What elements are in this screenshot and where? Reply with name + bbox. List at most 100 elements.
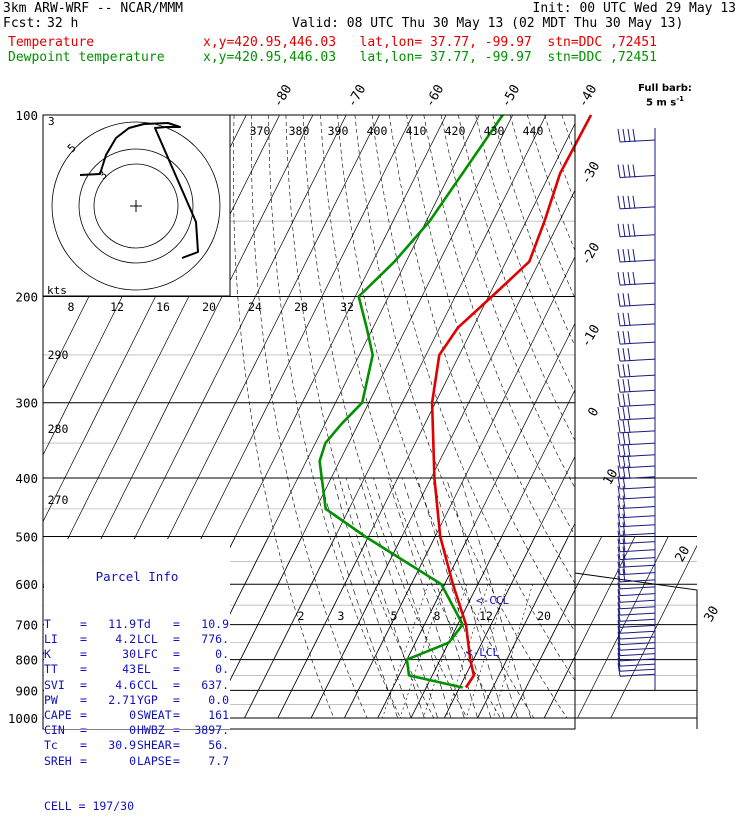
parcel-value: 4.6 <box>90 678 136 693</box>
wind-barb <box>618 348 655 361</box>
barb-flag <box>628 224 630 237</box>
wind-barb <box>618 293 655 306</box>
theta-e-label: 420 <box>445 124 466 138</box>
wind-barb <box>618 129 655 142</box>
parcel-equals: = <box>173 678 183 693</box>
theta-e-label: 390 <box>328 124 349 138</box>
theta-e-label: 380 <box>289 124 310 138</box>
parcel-value: 10.9 <box>183 617 229 632</box>
parcel-value: 11.9 <box>90 617 136 632</box>
parcel-key: TT <box>44 662 80 677</box>
wind-barb <box>618 407 655 420</box>
isotherm-line-lower <box>0 537 2 719</box>
barb-flag <box>618 129 620 142</box>
parcel-equals: = <box>173 723 183 738</box>
barb-flag <box>618 364 620 377</box>
parcel-equals: = <box>173 617 183 632</box>
parcel-value: 776. <box>183 632 229 647</box>
parcel-cell-row: CELL = 197/30 <box>44 799 230 814</box>
pressure-tick-label: 400 <box>15 471 38 486</box>
theta-label: 290 <box>48 348 69 362</box>
mixing-ratio-label: 20 <box>537 609 551 623</box>
barb-flag <box>618 420 620 433</box>
barb-flag <box>618 379 620 392</box>
barb-flag <box>623 272 625 285</box>
barb-flag <box>623 407 625 420</box>
parcel-value: 4.2 <box>90 632 136 647</box>
theta-e-label: 410 <box>406 124 427 138</box>
barb-flag <box>628 348 630 361</box>
barb-flag <box>628 272 630 285</box>
isotherm-tick-label: -50 <box>499 82 524 110</box>
barb-flag <box>618 196 620 209</box>
wind-barb <box>618 364 655 377</box>
wind-barb <box>618 420 655 433</box>
barb-flag <box>623 224 625 237</box>
mixing-ratio-label: 8 <box>434 609 441 623</box>
barb-flag <box>623 331 625 344</box>
wind-barb <box>618 432 655 445</box>
pressure-tick-label: 300 <box>15 396 38 411</box>
parcel-value: 3897. <box>183 723 229 738</box>
parcel-key: LCL <box>137 632 173 647</box>
parcel-equals: = <box>173 647 183 662</box>
wind-barb <box>618 444 655 457</box>
parcel-key: EL <box>137 662 173 677</box>
wind-barb <box>618 165 655 178</box>
parcel-value: 30.9 <box>90 738 136 753</box>
barb-flag <box>628 364 630 377</box>
barb-flag <box>623 364 625 377</box>
pressure-tick-label: 1000 <box>8 711 38 726</box>
parcel-equals: = <box>80 632 90 647</box>
parcel-key: YGP <box>137 693 173 708</box>
barb-flag <box>618 165 620 178</box>
barb-flag <box>628 420 630 433</box>
barb-flag <box>628 379 630 392</box>
barb-flag <box>623 348 625 361</box>
parcel-value: 2.71 <box>90 693 136 708</box>
barb-flag <box>618 432 620 445</box>
parcel-equals: = <box>80 693 90 708</box>
parcel-value: 56. <box>183 738 229 753</box>
barb-flag <box>628 407 630 420</box>
barb-flag <box>623 196 625 209</box>
parcel-key: CCL <box>137 678 173 693</box>
barb-flag <box>628 313 630 326</box>
parcel-equals: = <box>80 754 90 769</box>
theta-label: 270 <box>48 493 69 507</box>
pressure-tick-label: 600 <box>15 577 38 592</box>
mixing-ratio-label: 3 <box>338 609 345 623</box>
pressure-tick-label: 800 <box>15 653 38 668</box>
parcel-equals: = <box>80 708 90 723</box>
wind-barb <box>618 249 655 262</box>
parcel-key: CIN <box>44 723 80 738</box>
isotherm-tick-label: 0 <box>586 405 603 419</box>
wind-barb <box>618 331 655 344</box>
barb-flag <box>633 249 635 262</box>
barb-flag <box>618 444 620 457</box>
pressure-tick-label: 100 <box>15 108 38 123</box>
barb-flag <box>618 293 620 306</box>
theta-label: 280 <box>48 422 69 436</box>
parcel-value: 30 <box>90 647 136 662</box>
pressure-tick-label: 200 <box>15 290 38 305</box>
barb-flag <box>623 129 625 142</box>
hodograph-xtick: 8 <box>68 300 75 314</box>
barb-flag <box>633 272 635 285</box>
barb-flag <box>628 393 630 406</box>
hodograph-ring-label: 3 <box>48 115 55 128</box>
barb-flag <box>628 249 630 262</box>
barb-flag <box>633 165 635 178</box>
parcel-equals: = <box>80 723 90 738</box>
barb-flag <box>633 224 635 237</box>
barb-flag <box>618 272 620 285</box>
ccl-label: <-CCL <box>476 594 509 607</box>
parcel-key: SREH <box>44 754 80 769</box>
